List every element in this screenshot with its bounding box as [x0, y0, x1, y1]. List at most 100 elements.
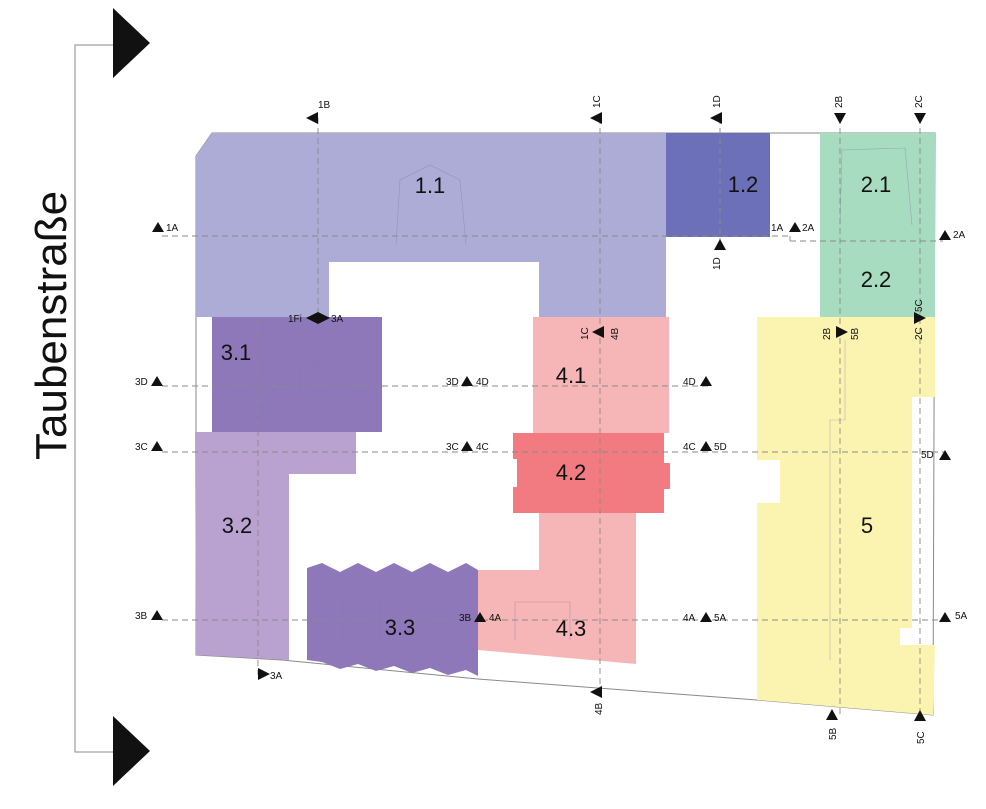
- svg-text:2A: 2A: [802, 223, 815, 234]
- section-marker-3C-4C: 3C 4C: [446, 441, 489, 453]
- svg-text:2A: 2A: [953, 230, 966, 241]
- zone-label-4-3: 4.3: [556, 616, 587, 641]
- section-marker-1C-mid: 1C 4B: [580, 326, 621, 340]
- section-marker-5A-right: 5A: [939, 611, 968, 622]
- zone-label-2-1: 2.1: [861, 172, 892, 197]
- section-marker-5D-right: 5D: [921, 450, 951, 461]
- zone-5: [757, 317, 935, 715]
- zone-3-1: [212, 317, 382, 432]
- marker-arrow-icon: [710, 112, 722, 124]
- street-bracket: [74, 8, 150, 786]
- section-marker-3C-left: 3C: [135, 441, 163, 453]
- svg-text:3B: 3B: [459, 613, 472, 624]
- marker-arrow-icon: [939, 450, 951, 460]
- zone-label-3-1: 3.1: [221, 340, 252, 365]
- zone-label-3-2: 3.2: [222, 513, 253, 538]
- svg-text:1B: 1B: [318, 100, 331, 111]
- marker-arrow-icon: [590, 112, 602, 124]
- svg-text:1Fi: 1Fi: [288, 314, 302, 325]
- marker-arrow-icon: [592, 326, 604, 338]
- svg-text:3B: 3B: [135, 611, 148, 622]
- svg-text:3D: 3D: [135, 377, 148, 388]
- marker-arrow-icon: [700, 376, 712, 386]
- marker-arrow-icon: [306, 112, 318, 124]
- zone-2-1: [820, 133, 935, 239]
- svg-text:4B: 4B: [594, 702, 605, 715]
- interior-traces: [257, 147, 913, 660]
- marker-arrow-icon: [914, 710, 926, 721]
- svg-text:3C: 3C: [446, 442, 459, 453]
- zone-labels: 1.1 1.2 2.1 2.2 3.1 3.2 3.3 4.1 4.2 4.3 …: [221, 172, 892, 641]
- svg-text:4D: 4D: [683, 377, 696, 388]
- svg-text:2C: 2C: [914, 95, 925, 108]
- street-arrow-bottom: [113, 716, 150, 786]
- section-marker-4C-5D: 4C 5D: [683, 441, 727, 453]
- zone-label-1-2: 1.2: [728, 172, 759, 197]
- svg-text:4D: 4D: [476, 377, 489, 388]
- svg-text:5A: 5A: [955, 611, 968, 622]
- marker-arrow-icon: [826, 709, 838, 720]
- section-marker-3B-4A: 3B 4A: [459, 612, 502, 624]
- marker-arrow-icon: [151, 610, 163, 620]
- marker-arrow-icon: [939, 612, 951, 622]
- svg-text:1C: 1C: [592, 95, 603, 108]
- marker-arrow-icon: [258, 668, 270, 680]
- svg-text:5C: 5C: [916, 731, 927, 744]
- zone-3-2: [195, 432, 356, 660]
- section-marker-2B-top: 2B: [834, 95, 846, 124]
- svg-text:1D: 1D: [712, 257, 723, 270]
- svg-text:4A: 4A: [683, 613, 696, 624]
- svg-text:4B: 4B: [610, 327, 621, 340]
- svg-text:5B: 5B: [828, 727, 839, 740]
- zone-4-3: [478, 513, 636, 664]
- marker-arrow-icon: [914, 312, 926, 324]
- zone-3-3: [307, 563, 478, 676]
- svg-text:2C: 2C: [914, 327, 925, 340]
- marker-arrow-icon: [151, 376, 163, 386]
- svg-text:5D: 5D: [921, 450, 934, 461]
- section-marker-3D-left: 3D: [135, 376, 163, 388]
- svg-text:1A: 1A: [771, 223, 784, 234]
- section-marker-5C-mid: 5C 2C: [914, 299, 926, 340]
- svg-text:4A: 4A: [489, 613, 502, 624]
- zone-label-2-2: 2.2: [861, 267, 892, 292]
- section-marker-3D-4D: 3D 4D: [446, 376, 489, 388]
- street-name: Taubenstraße: [27, 191, 76, 460]
- svg-text:3A: 3A: [270, 671, 283, 682]
- zones: [195, 133, 935, 715]
- svg-text:1A: 1A: [166, 223, 179, 234]
- section-marker-4D-right: 4D: [683, 376, 712, 388]
- svg-text:3A: 3A: [331, 314, 344, 325]
- zone-label-5: 5: [861, 513, 873, 538]
- svg-text:2B: 2B: [834, 95, 845, 108]
- svg-text:5A: 5A: [714, 613, 727, 624]
- marker-arrow-icon: [714, 239, 726, 250]
- section-marker-3A-bottom: 3A: [258, 668, 283, 682]
- svg-text:3D: 3D: [446, 377, 459, 388]
- section-marker-1A-left: 1A: [152, 222, 179, 234]
- svg-text:5C: 5C: [914, 299, 925, 312]
- zone-1-2: [666, 133, 770, 237]
- svg-text:4C: 4C: [476, 442, 489, 453]
- section-marker-1Fi: 1Fi 3A: [288, 312, 344, 325]
- zone-label-3-3: 3.3: [385, 615, 416, 640]
- marker-arrow-icon: [836, 326, 848, 338]
- marker-arrow-icon: [939, 230, 951, 240]
- svg-text:2B: 2B: [822, 327, 833, 340]
- section-marker-2A-right: 2A: [939, 230, 966, 241]
- marker-arrow-icon: [700, 612, 712, 622]
- marker-arrow-icon: [590, 686, 602, 698]
- section-marker-5C-bottom: 5C: [914, 710, 927, 744]
- svg-text:1C: 1C: [580, 327, 591, 340]
- section-marker-2C-top: 2C: [914, 95, 926, 124]
- zone-label-4-2: 4.2: [556, 460, 587, 485]
- marker-arrow-icon: [789, 222, 801, 232]
- section-marker-4A-5A: 4A 5A: [683, 612, 727, 624]
- zone-label-1-1: 1.1: [415, 173, 446, 198]
- zone-4-2: [513, 433, 670, 513]
- marker-arrow-icon: [151, 441, 163, 451]
- section-marker-2B-mid: 2B 5B: [822, 326, 861, 340]
- marker-arrow-icon: [152, 222, 164, 232]
- svg-text:5D: 5D: [714, 442, 727, 453]
